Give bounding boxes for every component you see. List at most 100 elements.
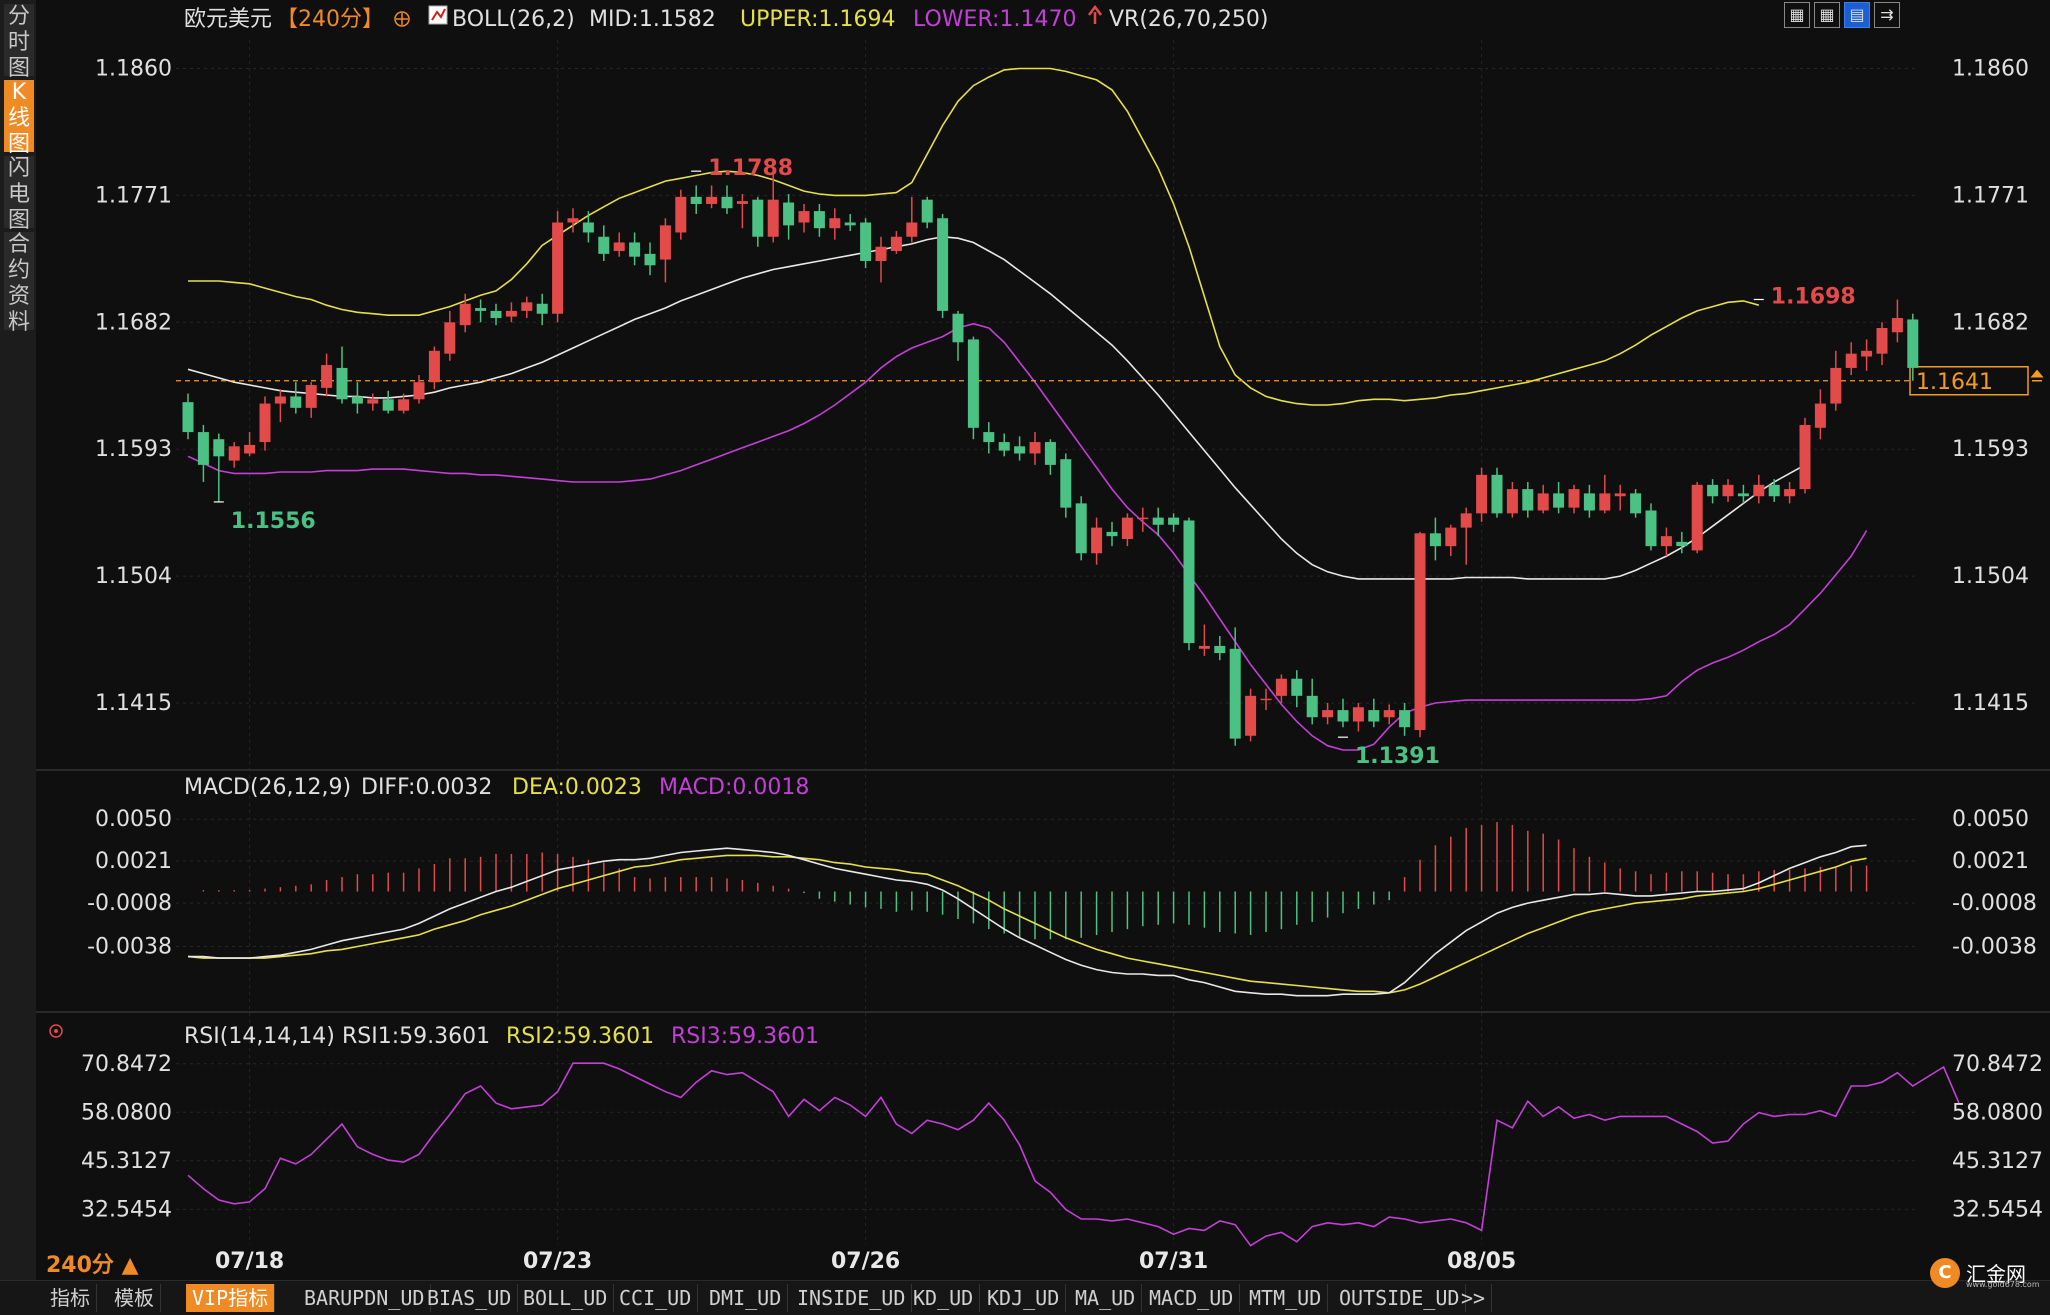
indicator-tab-kd-ud[interactable]: KD_UD bbox=[907, 1284, 981, 1312]
y-tick-left: -0.0038 bbox=[87, 934, 172, 959]
candle bbox=[1660, 527, 1672, 557]
candle bbox=[629, 232, 641, 266]
tab-time-chart[interactable]: 分时图 bbox=[4, 4, 34, 81]
macd-value: MACD:0.0018 bbox=[659, 775, 809, 800]
indicator-tab-vip[interactable]: VIP指标 bbox=[186, 1284, 276, 1312]
tab-flash-chart[interactable]: 闪电图 bbox=[4, 156, 34, 233]
logo-text: 汇金网 bbox=[1966, 1262, 2026, 1286]
candle bbox=[644, 242, 656, 276]
left-tab-bar: 分时图 K线图 闪电图 合约资料 bbox=[0, 0, 36, 1280]
indicator-tab-barupdn-ud[interactable]: BARUPDN_UD bbox=[298, 1284, 432, 1312]
candle bbox=[1784, 481, 1796, 504]
candle bbox=[274, 389, 286, 423]
candle bbox=[1861, 339, 1873, 371]
candle bbox=[244, 432, 256, 457]
candle bbox=[860, 218, 872, 269]
exit-icon[interactable]: ⇉ bbox=[1874, 2, 1900, 28]
candle bbox=[382, 390, 394, 414]
candle bbox=[321, 353, 333, 397]
period-selector[interactable]: 240分 ▲ bbox=[46, 1253, 139, 1278]
candle bbox=[1322, 702, 1334, 725]
indicator-tab-kdj-ud[interactable]: KDJ_UD bbox=[981, 1284, 1067, 1312]
candle bbox=[1676, 531, 1688, 554]
y-tick-right: 0.0021 bbox=[1952, 849, 2029, 874]
candle bbox=[1568, 484, 1580, 514]
candle bbox=[1845, 342, 1857, 376]
y-tick-right: 1.1771 bbox=[1952, 183, 2029, 208]
tab-kline-chart[interactable]: K线图 bbox=[4, 80, 34, 157]
candle bbox=[1891, 299, 1903, 343]
y-tick-left: 1.1504 bbox=[95, 564, 172, 589]
fullscreen-icon[interactable]: ▦ bbox=[1814, 2, 1840, 28]
kline-chart[interactable]: 欧元美元 【240分】 BOLL(26,2) MID:1.1582 UPPER:… bbox=[36, 0, 2050, 1280]
candle bbox=[1722, 479, 1734, 502]
y-tick-right: 70.8472 bbox=[1952, 1052, 2043, 1077]
macd-dea-line bbox=[187, 854, 1867, 994]
indicator-tab-[interactable]: 指标 bbox=[44, 1284, 97, 1312]
candle bbox=[428, 346, 440, 390]
indicator-tab-inside-ud[interactable]: INSIDE_UD bbox=[791, 1284, 913, 1312]
chart-icon[interactable]: ▤ bbox=[1844, 2, 1870, 28]
boll-mid: MID:1.1582 bbox=[589, 7, 716, 32]
candle bbox=[1229, 627, 1241, 746]
logo: C 汇金网 www.gold678.com bbox=[1930, 1256, 2042, 1290]
settings-dot-icon[interactable] bbox=[49, 1024, 63, 1038]
low-annotation: 1.1556 bbox=[231, 509, 316, 534]
period-label: 【240分】 bbox=[276, 7, 384, 32]
indicator-tab-dmi-ud[interactable]: DMI_UD bbox=[703, 1284, 789, 1312]
candle bbox=[736, 193, 748, 229]
y-tick-right: 1.1860 bbox=[1952, 57, 2029, 82]
candle bbox=[829, 208, 841, 240]
candle bbox=[1707, 479, 1719, 504]
candle bbox=[1306, 678, 1318, 725]
boll-mid-line bbox=[187, 235, 1806, 580]
candle bbox=[1630, 489, 1642, 518]
indicator-tab-[interactable]: 模板 bbox=[108, 1284, 161, 1312]
y-tick-left: 1.1415 bbox=[95, 691, 172, 716]
candle bbox=[721, 185, 733, 214]
y-tick-left: 1.1771 bbox=[95, 183, 172, 208]
macd-diff-line bbox=[188, 844, 1867, 997]
candle bbox=[798, 203, 810, 233]
candle bbox=[1137, 507, 1149, 532]
candle bbox=[536, 293, 548, 326]
indicator-tab-ma-ud[interactable]: MA_UD bbox=[1069, 1284, 1143, 1312]
x-tick-label: 07/31 bbox=[1139, 1249, 1208, 1274]
vr-label: VR(26,70,250) bbox=[1109, 7, 1268, 32]
indicator-tab-cci-ud[interactable]: CCI_UD bbox=[613, 1284, 699, 1312]
y-tick-right: 0.0050 bbox=[1952, 807, 2029, 832]
grid-icon[interactable]: ▦ bbox=[1784, 2, 1810, 28]
candle bbox=[967, 336, 979, 440]
indicator-icon[interactable] bbox=[428, 5, 448, 25]
indicator-tab-bias-ud[interactable]: BIAS_UD bbox=[421, 1284, 519, 1312]
period-switch-icon[interactable] bbox=[394, 11, 410, 27]
y-tick-left: -0.0008 bbox=[87, 891, 172, 916]
indicator-tab-macd-ud[interactable]: MACD_UD bbox=[1143, 1284, 1241, 1312]
candle bbox=[552, 211, 564, 323]
candle bbox=[906, 196, 918, 243]
rsi-label: RSI(14,14,14) bbox=[184, 1024, 335, 1049]
tab-contract-info[interactable]: 合约资料 bbox=[4, 232, 34, 335]
indicator-tab-[interactable]: >> bbox=[1455, 1284, 1493, 1312]
y-tick-left: 58.0800 bbox=[81, 1100, 172, 1125]
candle bbox=[182, 393, 194, 440]
indicator-tab-outside-ud[interactable]: OUTSIDE_UD bbox=[1333, 1284, 1467, 1312]
y-tick-right: 58.0800 bbox=[1952, 1100, 2043, 1125]
candle bbox=[259, 396, 271, 451]
candle bbox=[1291, 670, 1303, 708]
y-tick-right: 1.1504 bbox=[1952, 564, 2029, 589]
candle bbox=[921, 196, 933, 229]
candle bbox=[336, 346, 348, 404]
indicator-tab-mtm-ud[interactable]: MTM_UD bbox=[1243, 1284, 1329, 1312]
candle bbox=[413, 375, 425, 404]
indicator-tab-boll-ud[interactable]: BOLL_UD bbox=[517, 1284, 615, 1312]
candle bbox=[367, 393, 379, 411]
candle bbox=[937, 213, 949, 319]
y-tick-left: 1.1860 bbox=[95, 57, 172, 82]
candle bbox=[1553, 481, 1565, 514]
candle bbox=[690, 185, 702, 214]
y-tick-left: 45.3127 bbox=[81, 1149, 172, 1174]
candle bbox=[490, 303, 502, 326]
arrow-up-icon bbox=[1088, 4, 1102, 24]
low-annotation: 1.1391 bbox=[1355, 744, 1440, 769]
